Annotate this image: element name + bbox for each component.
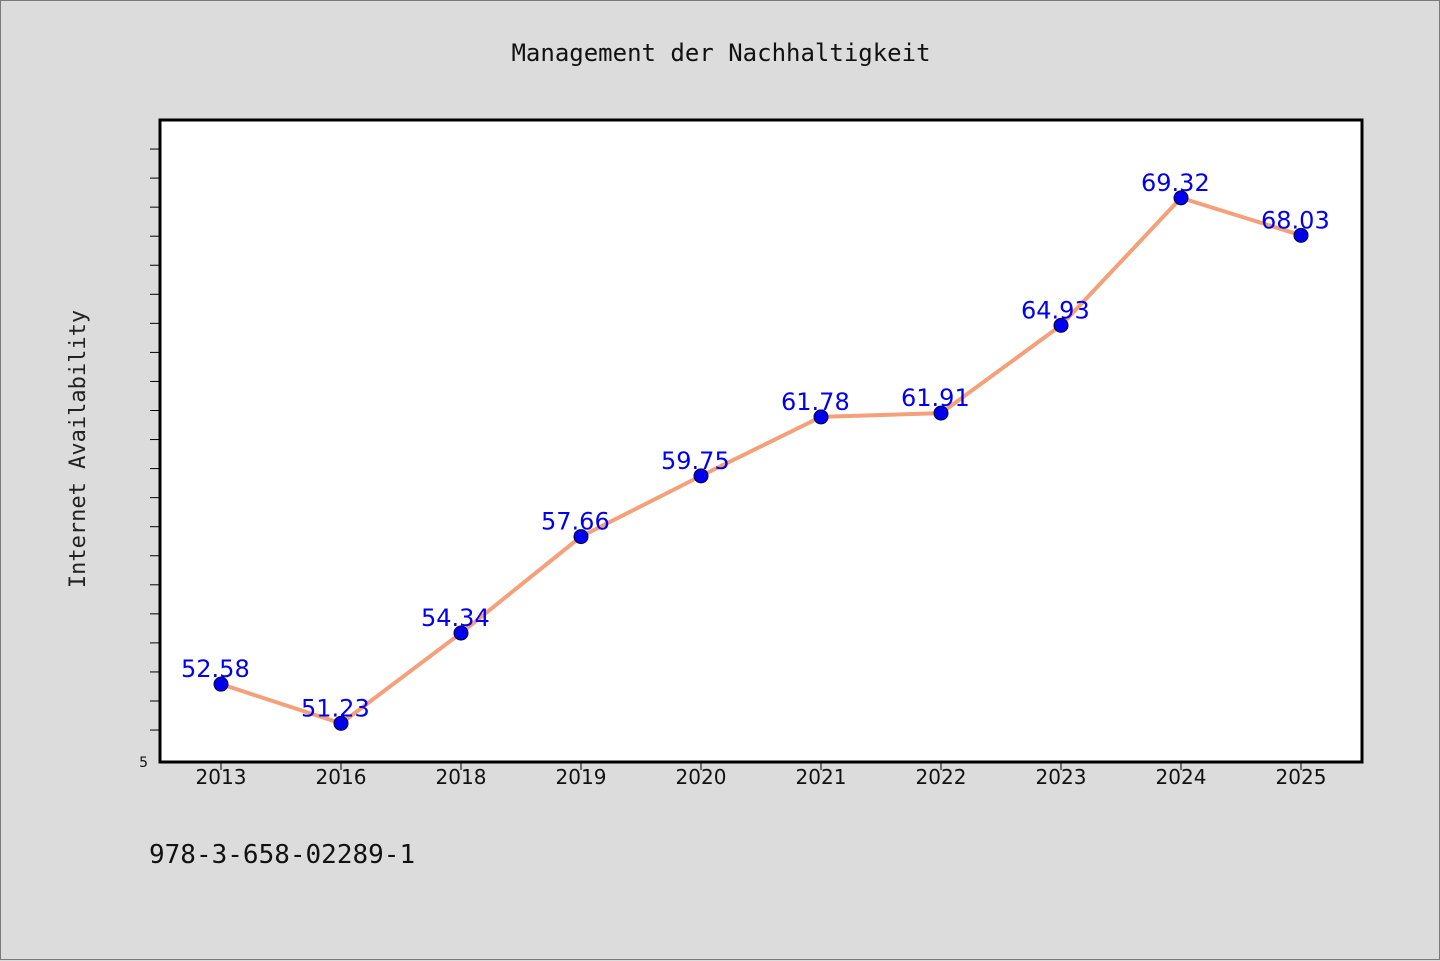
data-point-2022 <box>933 405 949 421</box>
data-label-2021: 61.78 <box>781 388 850 416</box>
data-point-2016 <box>333 715 349 731</box>
x-tick-label-2018: 2018 <box>436 765 487 789</box>
data-point-2021 <box>813 409 829 425</box>
data-point-2023 <box>1053 317 1069 333</box>
x-tick-label-2021: 2021 <box>796 765 847 789</box>
chart-title: Management der Nachhaltigkeit <box>511 39 930 67</box>
data-point-2020 <box>693 468 709 484</box>
x-tick-label-2016: 2016 <box>316 765 367 789</box>
data-label-2022: 61.91 <box>901 384 970 412</box>
x-tick-label-2013: 2013 <box>196 765 247 789</box>
plot-area <box>158 118 1364 764</box>
series-line-group <box>219 195 1303 726</box>
isbn-footer: 978-3-658-02289-1 <box>149 840 415 870</box>
x-tick-label-2023: 2023 <box>1036 765 1087 789</box>
data-labels: 52.58 51.23 54.34 57.66 59.75 61.78 61.91 64.93… <box>181 169 1330 723</box>
data-label-2013: 52.58 <box>181 655 250 683</box>
data-label-2024: 69.32 <box>1141 169 1210 197</box>
x-tick-label-2019: 2019 <box>556 765 607 789</box>
y-tick-label: 5 <box>139 755 148 771</box>
data-point-2019 <box>573 529 589 545</box>
data-point-2018 <box>453 625 469 641</box>
data-label-2018: 54.34 <box>421 604 490 632</box>
series-line <box>219 195 1303 726</box>
x-tick-label-2025: 2025 <box>1276 765 1327 789</box>
x-tick-label-2020: 2020 <box>676 765 727 789</box>
data-label-2019: 57.66 <box>541 508 610 536</box>
y-axis-label: Internet Availability <box>66 310 91 588</box>
data-label-2023: 64.93 <box>1021 296 1090 324</box>
data-point-2024 <box>1173 190 1189 206</box>
x-axis-ticks: 2013 2016 2018 2019 2020 2021 2022 2023 2024 2025 <box>196 762 1327 789</box>
data-label-2025: 68.03 <box>1261 206 1330 234</box>
data-label-2020: 59.75 <box>661 447 730 475</box>
x-tick-label-2024: 2024 <box>1156 765 1207 789</box>
y-axis-ticks: 5 <box>139 148 160 771</box>
data-point-2013 <box>213 676 229 692</box>
data-point-2025 <box>1293 227 1309 243</box>
data-label-2016: 51.23 <box>301 694 370 722</box>
data-points <box>213 190 1309 731</box>
x-tick-label-2022: 2022 <box>916 765 967 789</box>
